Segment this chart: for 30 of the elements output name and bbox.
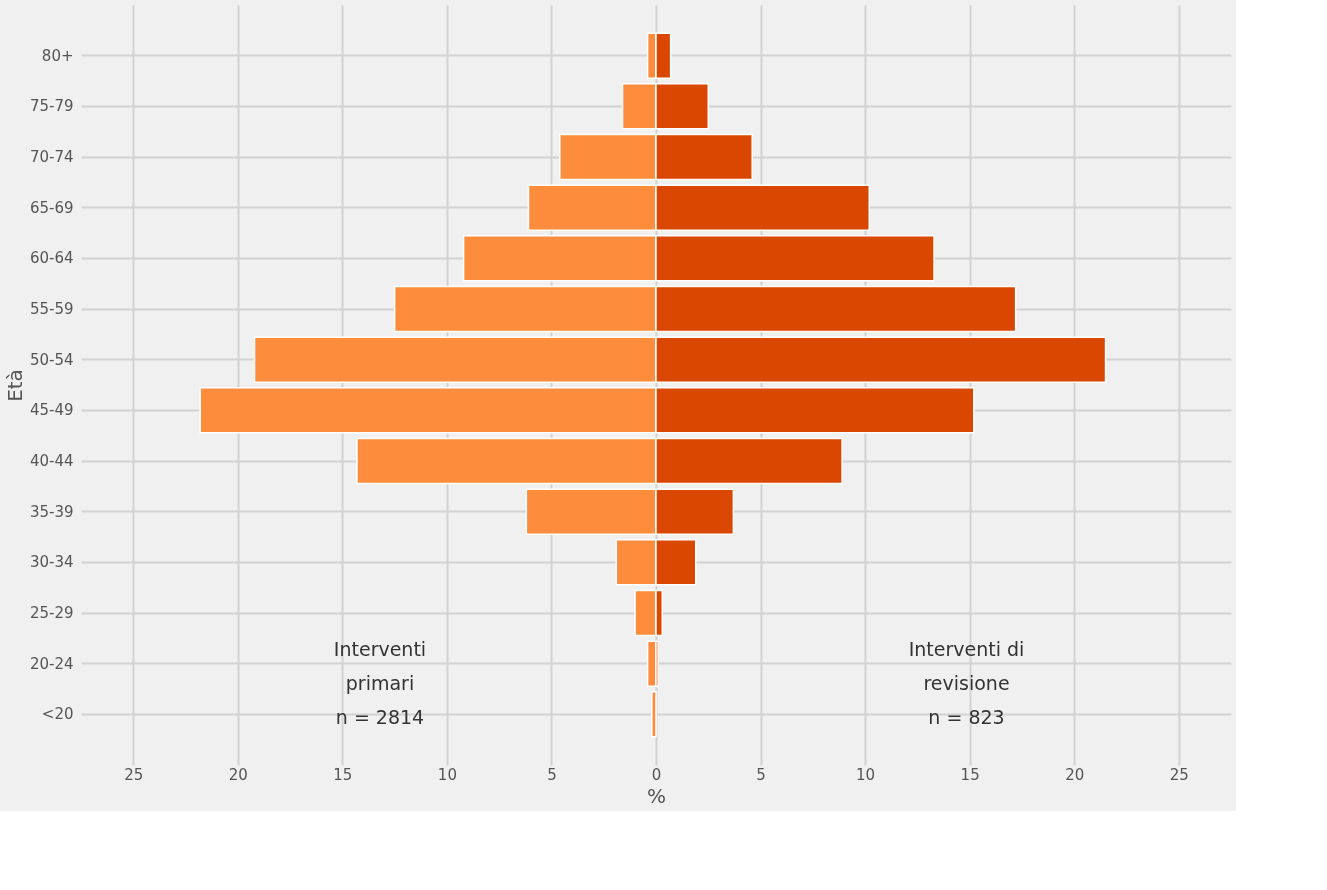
x-tick-label: 10 <box>856 765 876 784</box>
x-tick-label: 5 <box>547 765 557 784</box>
y-tick-label: 25-29 <box>29 604 74 622</box>
y-tick-label: 20-24 <box>29 654 74 673</box>
x-tick-label: 25 <box>1169 765 1189 784</box>
x-tick-label: 25 <box>124 765 144 784</box>
y-tick-label: 30-34 <box>29 553 74 572</box>
annotation: Interventi primari n = 2814 <box>333 637 427 728</box>
x-tick-label: 5 <box>756 765 766 784</box>
annotation: Interventi di revisione n = 823 <box>908 637 1025 728</box>
x-axis-title: % <box>646 783 667 808</box>
bar <box>651 691 657 738</box>
x-tick-label: 0 <box>651 765 662 784</box>
y-tick-label: 65-69 <box>29 198 74 217</box>
y-tick-label: 35-39 <box>29 502 74 521</box>
x-tick-label: 20 <box>1065 765 1085 784</box>
y-tick-label: 40-44 <box>29 452 74 470</box>
y-tick-label: 60-64 <box>29 249 74 268</box>
y-tick-label: 55-59 <box>29 300 74 318</box>
x-tick-label: 15 <box>960 765 980 784</box>
y-tick-label: 80+ <box>41 46 74 65</box>
x-tick-label: 15 <box>333 765 353 784</box>
x-tick-label: 20 <box>228 765 248 784</box>
y-tick-label: 75-79 <box>29 97 74 116</box>
y-axis-title: Età <box>2 369 27 402</box>
x-tick-label: 10 <box>437 765 457 784</box>
y-tick-label: 45-49 <box>29 401 74 420</box>
y-tick-label: <20 <box>41 705 74 724</box>
y-tick-label: 70-74 <box>29 148 74 166</box>
y-tick-label: 50-54 <box>29 350 74 369</box>
